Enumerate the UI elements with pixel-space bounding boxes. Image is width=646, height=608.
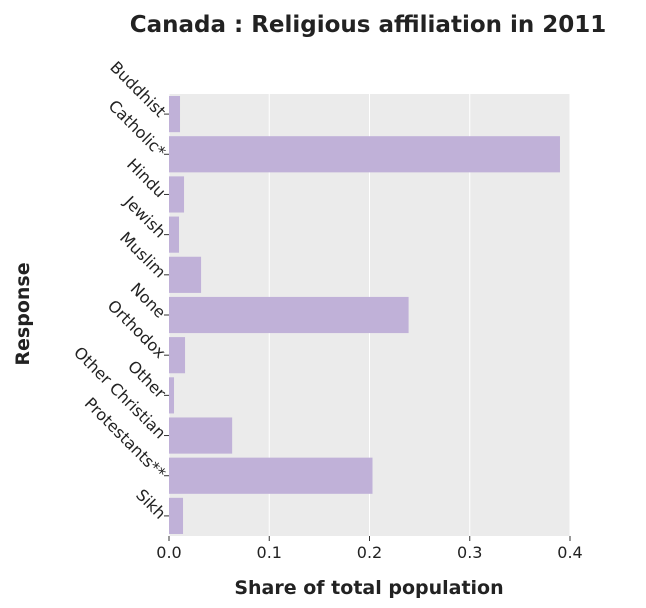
x-tick-label: 0.1	[257, 543, 282, 562]
bars-group	[169, 96, 560, 534]
x-axis-title: Share of total population	[234, 577, 503, 599]
y-category-label: Sikh	[132, 485, 169, 522]
bar	[169, 136, 560, 173]
y-axis-title: Response	[12, 262, 34, 365]
bar	[169, 296, 409, 334]
x-tick-label: 0.3	[457, 543, 482, 562]
y-category-label: Hindu	[123, 155, 170, 202]
bar	[169, 497, 184, 534]
bar	[169, 176, 185, 213]
y-axis: BuddhistCatholic*HinduJewishMuslimNoneOr…	[70, 58, 170, 523]
bar	[169, 457, 373, 494]
bar	[169, 337, 186, 374]
y-category-label: Muslim	[116, 228, 170, 282]
x-tick-label: 0.4	[557, 543, 582, 562]
bar	[169, 417, 233, 454]
chart-title: Canada : Religious affiliation in 2011	[130, 12, 607, 38]
x-tick-label: 0.0	[156, 543, 181, 562]
bar	[169, 256, 202, 293]
x-axis: 0.0 0.1 0.2 0.3 0.4	[156, 536, 583, 562]
x-tick-label: 0.2	[357, 543, 382, 562]
bar	[169, 216, 180, 253]
bar	[169, 377, 175, 414]
bar	[169, 96, 181, 133]
